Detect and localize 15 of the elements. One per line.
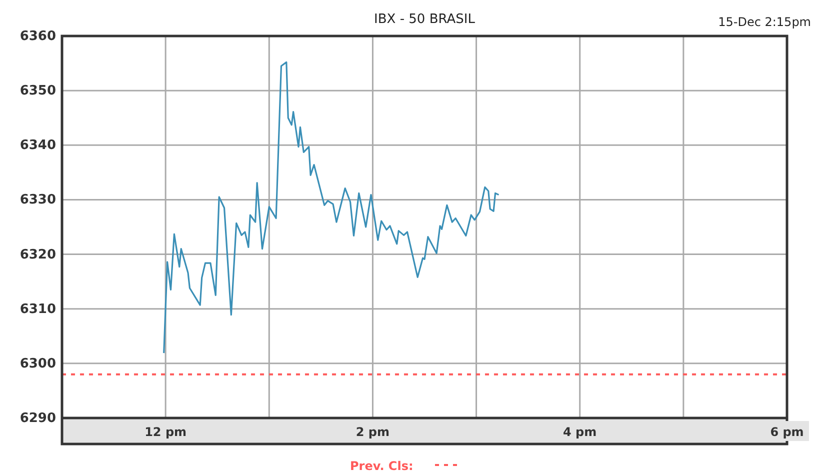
y-tick-label: 6290 — [20, 411, 56, 426]
x-tick-label: 12 pm — [144, 425, 187, 439]
legend-label: Prev. Cls: — [350, 459, 414, 473]
y-tick-label: 6300 — [20, 356, 56, 372]
text: 15-Dec 2:15pm — [718, 15, 811, 29]
y-tick-label: 6360 — [20, 29, 56, 44]
x-tick-label: 2 pm — [356, 425, 390, 439]
y-tick-label: 6350 — [20, 84, 56, 99]
y-tick-label: 6340 — [20, 138, 56, 154]
y-tick-label: 6310 — [20, 302, 56, 317]
x-tick-label: 4 pm — [563, 425, 597, 439]
y-tick-label: 6320 — [20, 247, 56, 262]
x-tick-label: 6 pm — [770, 425, 804, 439]
y-tick-label: 6330 — [20, 192, 56, 208]
chart-title: IBX - 50 BRASIL — [374, 12, 476, 27]
